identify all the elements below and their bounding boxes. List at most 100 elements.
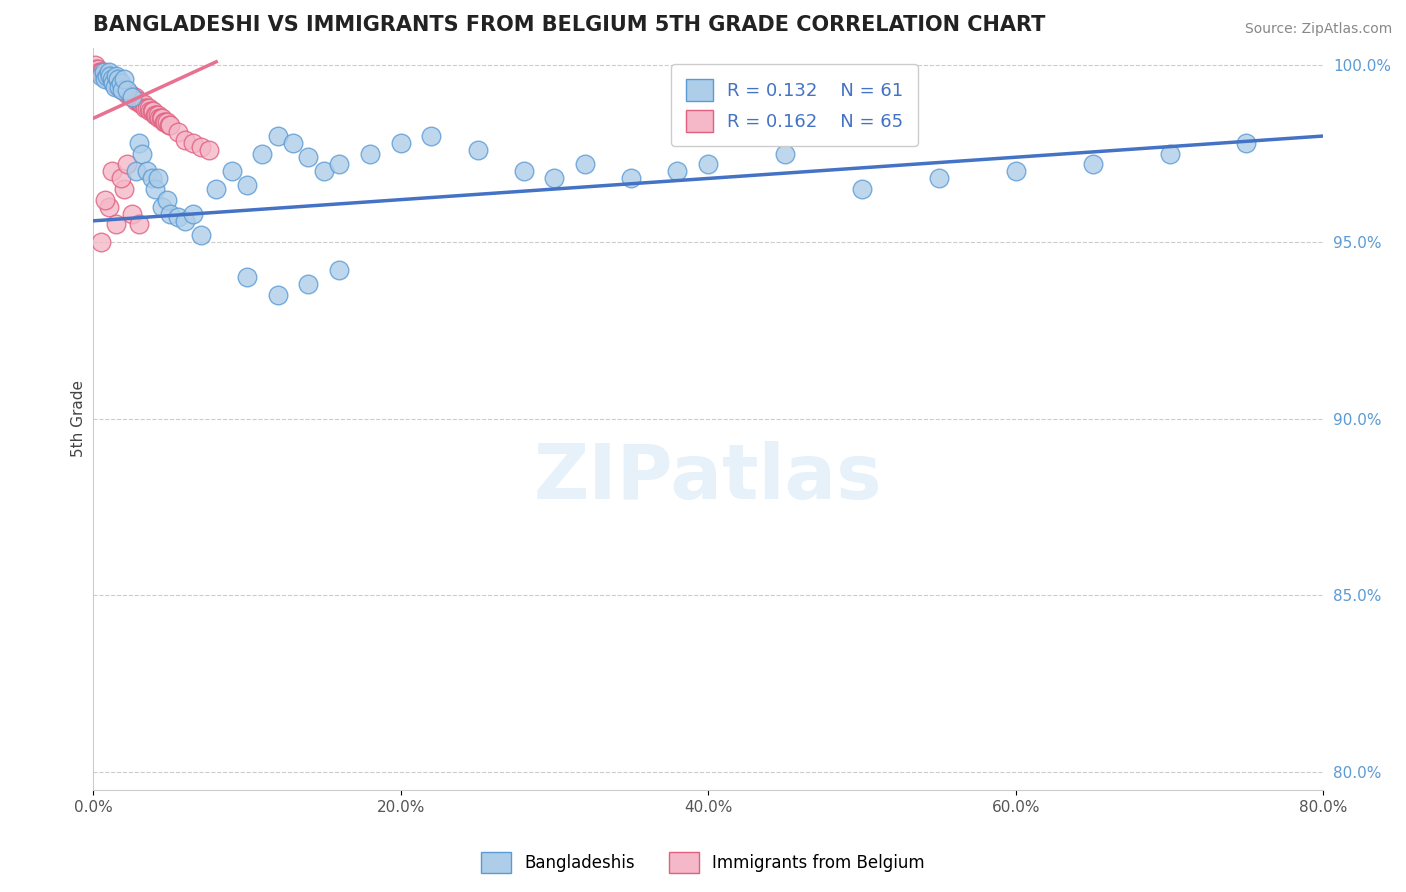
Text: ZIPatlas: ZIPatlas [534, 442, 883, 515]
Point [89, 65, 111, 79]
Point [312, 164, 335, 178]
Point [108, 79, 131, 94]
Point [90, 69, 112, 83]
Point [928, 171, 950, 186]
Point [111, 83, 134, 97]
Point [190, 227, 212, 242]
Point [90, 65, 112, 79]
Point [134, 101, 156, 115]
Point [94, 72, 117, 87]
Point [139, 104, 162, 119]
Point [328, 157, 350, 171]
Point [97, 200, 120, 214]
Point [156, 115, 179, 129]
Point [94, 69, 117, 83]
Point [115, 87, 138, 101]
Point [1159, 146, 1181, 161]
Point [146, 171, 169, 186]
Text: Source: ZipAtlas.com: Source: ZipAtlas.com [1244, 22, 1392, 37]
Point [574, 157, 596, 171]
Point [84, 62, 107, 76]
Point [197, 143, 219, 157]
Point [221, 164, 243, 178]
Point [143, 108, 166, 122]
Point [128, 94, 150, 108]
Point [851, 182, 873, 196]
Point [114, 83, 136, 97]
Point [112, 83, 135, 97]
Point [236, 178, 259, 193]
Point [105, 76, 128, 90]
Point [150, 200, 173, 214]
Point [105, 218, 128, 232]
Point [159, 207, 181, 221]
Point [1081, 157, 1104, 171]
Point [328, 263, 350, 277]
Point [297, 150, 319, 164]
Point [110, 171, 132, 186]
Point [83, 58, 105, 72]
Point [156, 193, 179, 207]
Point [267, 288, 290, 302]
Point [128, 218, 150, 232]
Point [110, 76, 132, 90]
Point [120, 87, 142, 101]
Point [94, 193, 117, 207]
Point [181, 207, 204, 221]
Point [159, 119, 181, 133]
Point [138, 101, 160, 115]
Point [150, 112, 173, 126]
Point [359, 146, 381, 161]
Point [98, 72, 121, 87]
Point [115, 157, 138, 171]
Point [100, 164, 122, 178]
Point [129, 97, 152, 112]
Point [108, 79, 131, 94]
Point [467, 143, 489, 157]
Point [107, 72, 129, 87]
Point [128, 136, 150, 150]
Point [124, 90, 146, 104]
Point [252, 146, 274, 161]
Point [181, 136, 204, 150]
Point [697, 157, 720, 171]
Point [117, 87, 139, 101]
Point [543, 171, 565, 186]
Point [205, 182, 228, 196]
Point [157, 119, 180, 133]
Point [122, 90, 145, 104]
Text: BANGLADESHI VS IMMIGRANTS FROM BELGIUM 5TH GRADE CORRELATION CHART: BANGLADESHI VS IMMIGRANTS FROM BELGIUM 5… [93, 15, 1046, 35]
Point [166, 126, 188, 140]
Point [104, 79, 127, 94]
Legend: R = 0.132    N = 61, R = 0.162    N = 65: R = 0.132 N = 61, R = 0.162 N = 65 [671, 64, 918, 146]
Point [149, 112, 172, 126]
Point [389, 136, 412, 150]
Point [190, 139, 212, 153]
Point [141, 104, 163, 119]
Point [100, 72, 122, 87]
Point [96, 69, 118, 83]
Point [121, 207, 143, 221]
Point [107, 79, 129, 94]
Point [141, 171, 163, 186]
Point [111, 83, 134, 97]
Point [666, 164, 689, 178]
Point [98, 69, 121, 83]
Point [87, 62, 110, 76]
Point [145, 108, 167, 122]
Point [131, 97, 153, 112]
Point [174, 214, 197, 228]
Point [146, 108, 169, 122]
Point [97, 72, 120, 87]
Point [143, 182, 166, 196]
Point [297, 277, 319, 292]
Point [153, 115, 176, 129]
Point [148, 112, 170, 126]
Point [166, 211, 188, 225]
Point [420, 128, 443, 143]
Point [1004, 164, 1026, 178]
Point [104, 76, 127, 90]
Point [112, 182, 135, 196]
Point [267, 128, 290, 143]
Point [155, 115, 177, 129]
